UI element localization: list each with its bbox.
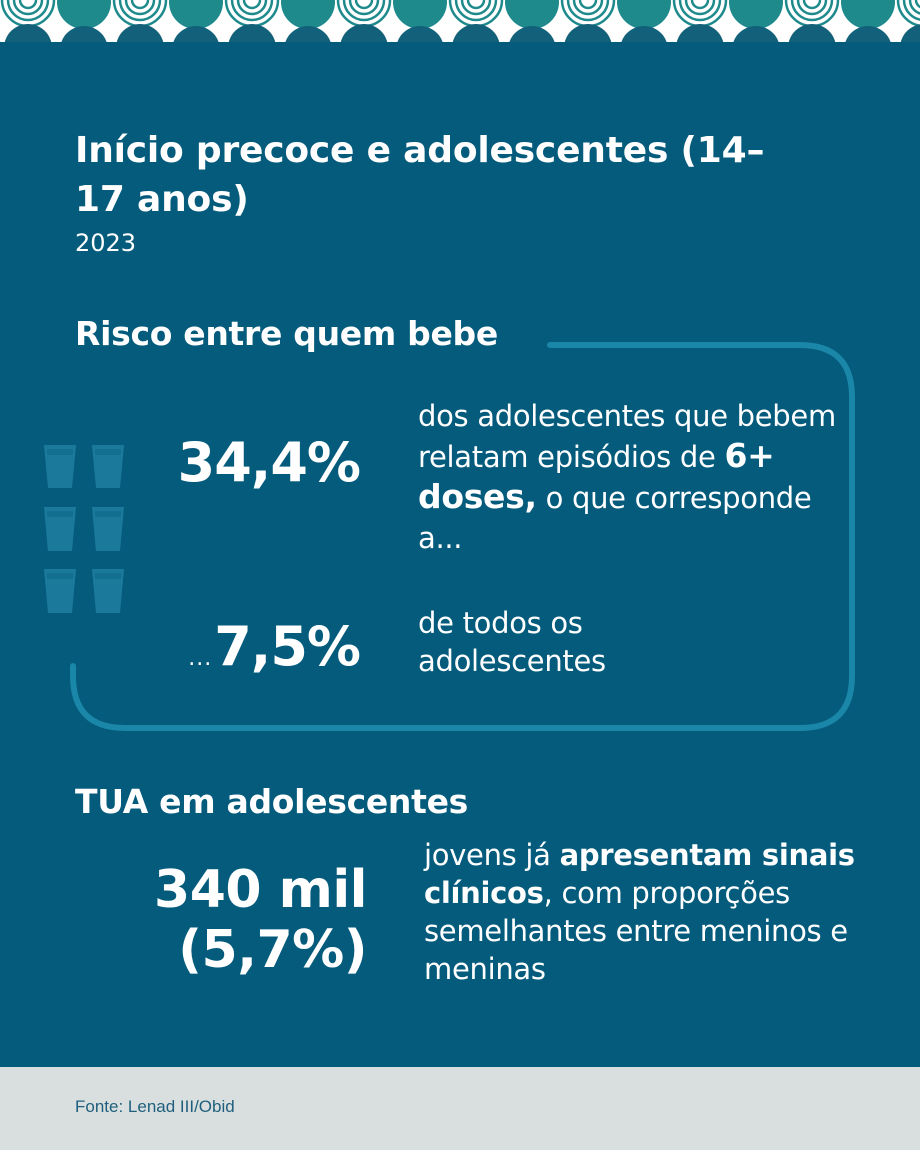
section-heading-risk: Risco entre quem bebe (75, 314, 498, 353)
decorative-pattern-band (0, 0, 920, 42)
stat-binge-text-bold: 6+ doses, (418, 436, 775, 516)
section-heading-tua: TUA em adolescentes (75, 782, 469, 821)
glass-icon (44, 569, 76, 613)
stat-tua-value: 340 mil (5,7%) (100, 860, 367, 980)
glass-icon (44, 445, 76, 488)
stat-tua-description: jovens já apresentam sinais clínicos, co… (424, 836, 884, 988)
glass-icon (92, 445, 124, 488)
footer-bar (0, 1067, 920, 1150)
main-panel (0, 42, 920, 1067)
stat-binge-description: dos adolescentes que bebem relatam episó… (418, 396, 858, 558)
stat-binge-text-b: o que corresponde a... (418, 481, 812, 555)
glass-icon (44, 507, 76, 551)
glasses-icon-group (44, 445, 124, 613)
glass-icon (92, 569, 124, 613)
page-title: Início precoce e adolescentes (14–17 ano… (75, 130, 765, 220)
stat-tua-text-b: , com proporções semelhantes entre menin… (424, 876, 848, 986)
stat-tua-text-bold: apresentam sinais clínicos (424, 838, 855, 910)
glass-icon (92, 507, 124, 551)
stat-tua-count: 340 mil (154, 860, 367, 920)
stat-binge-text-a: dos adolescentes que bebem relatam episó… (418, 399, 836, 474)
source-credit: Fonte: Lenad III/Obid (75, 1097, 235, 1116)
stat-all-teens-value: 7,5% (214, 615, 361, 678)
stat-tua-percent: (5,7%) (178, 920, 367, 980)
stat-all-teens-description: de todos os adolescentes (418, 606, 606, 678)
stat-binge-percent: 34,4% (177, 431, 361, 494)
circle-pattern (0, 0, 920, 42)
stat-all-teens-percent: ...7,5% (150, 612, 361, 694)
year-label: 2023 (75, 229, 137, 257)
ellipsis-prefix: ... (188, 646, 213, 671)
stat-tua-text-a: jovens já (424, 838, 560, 872)
